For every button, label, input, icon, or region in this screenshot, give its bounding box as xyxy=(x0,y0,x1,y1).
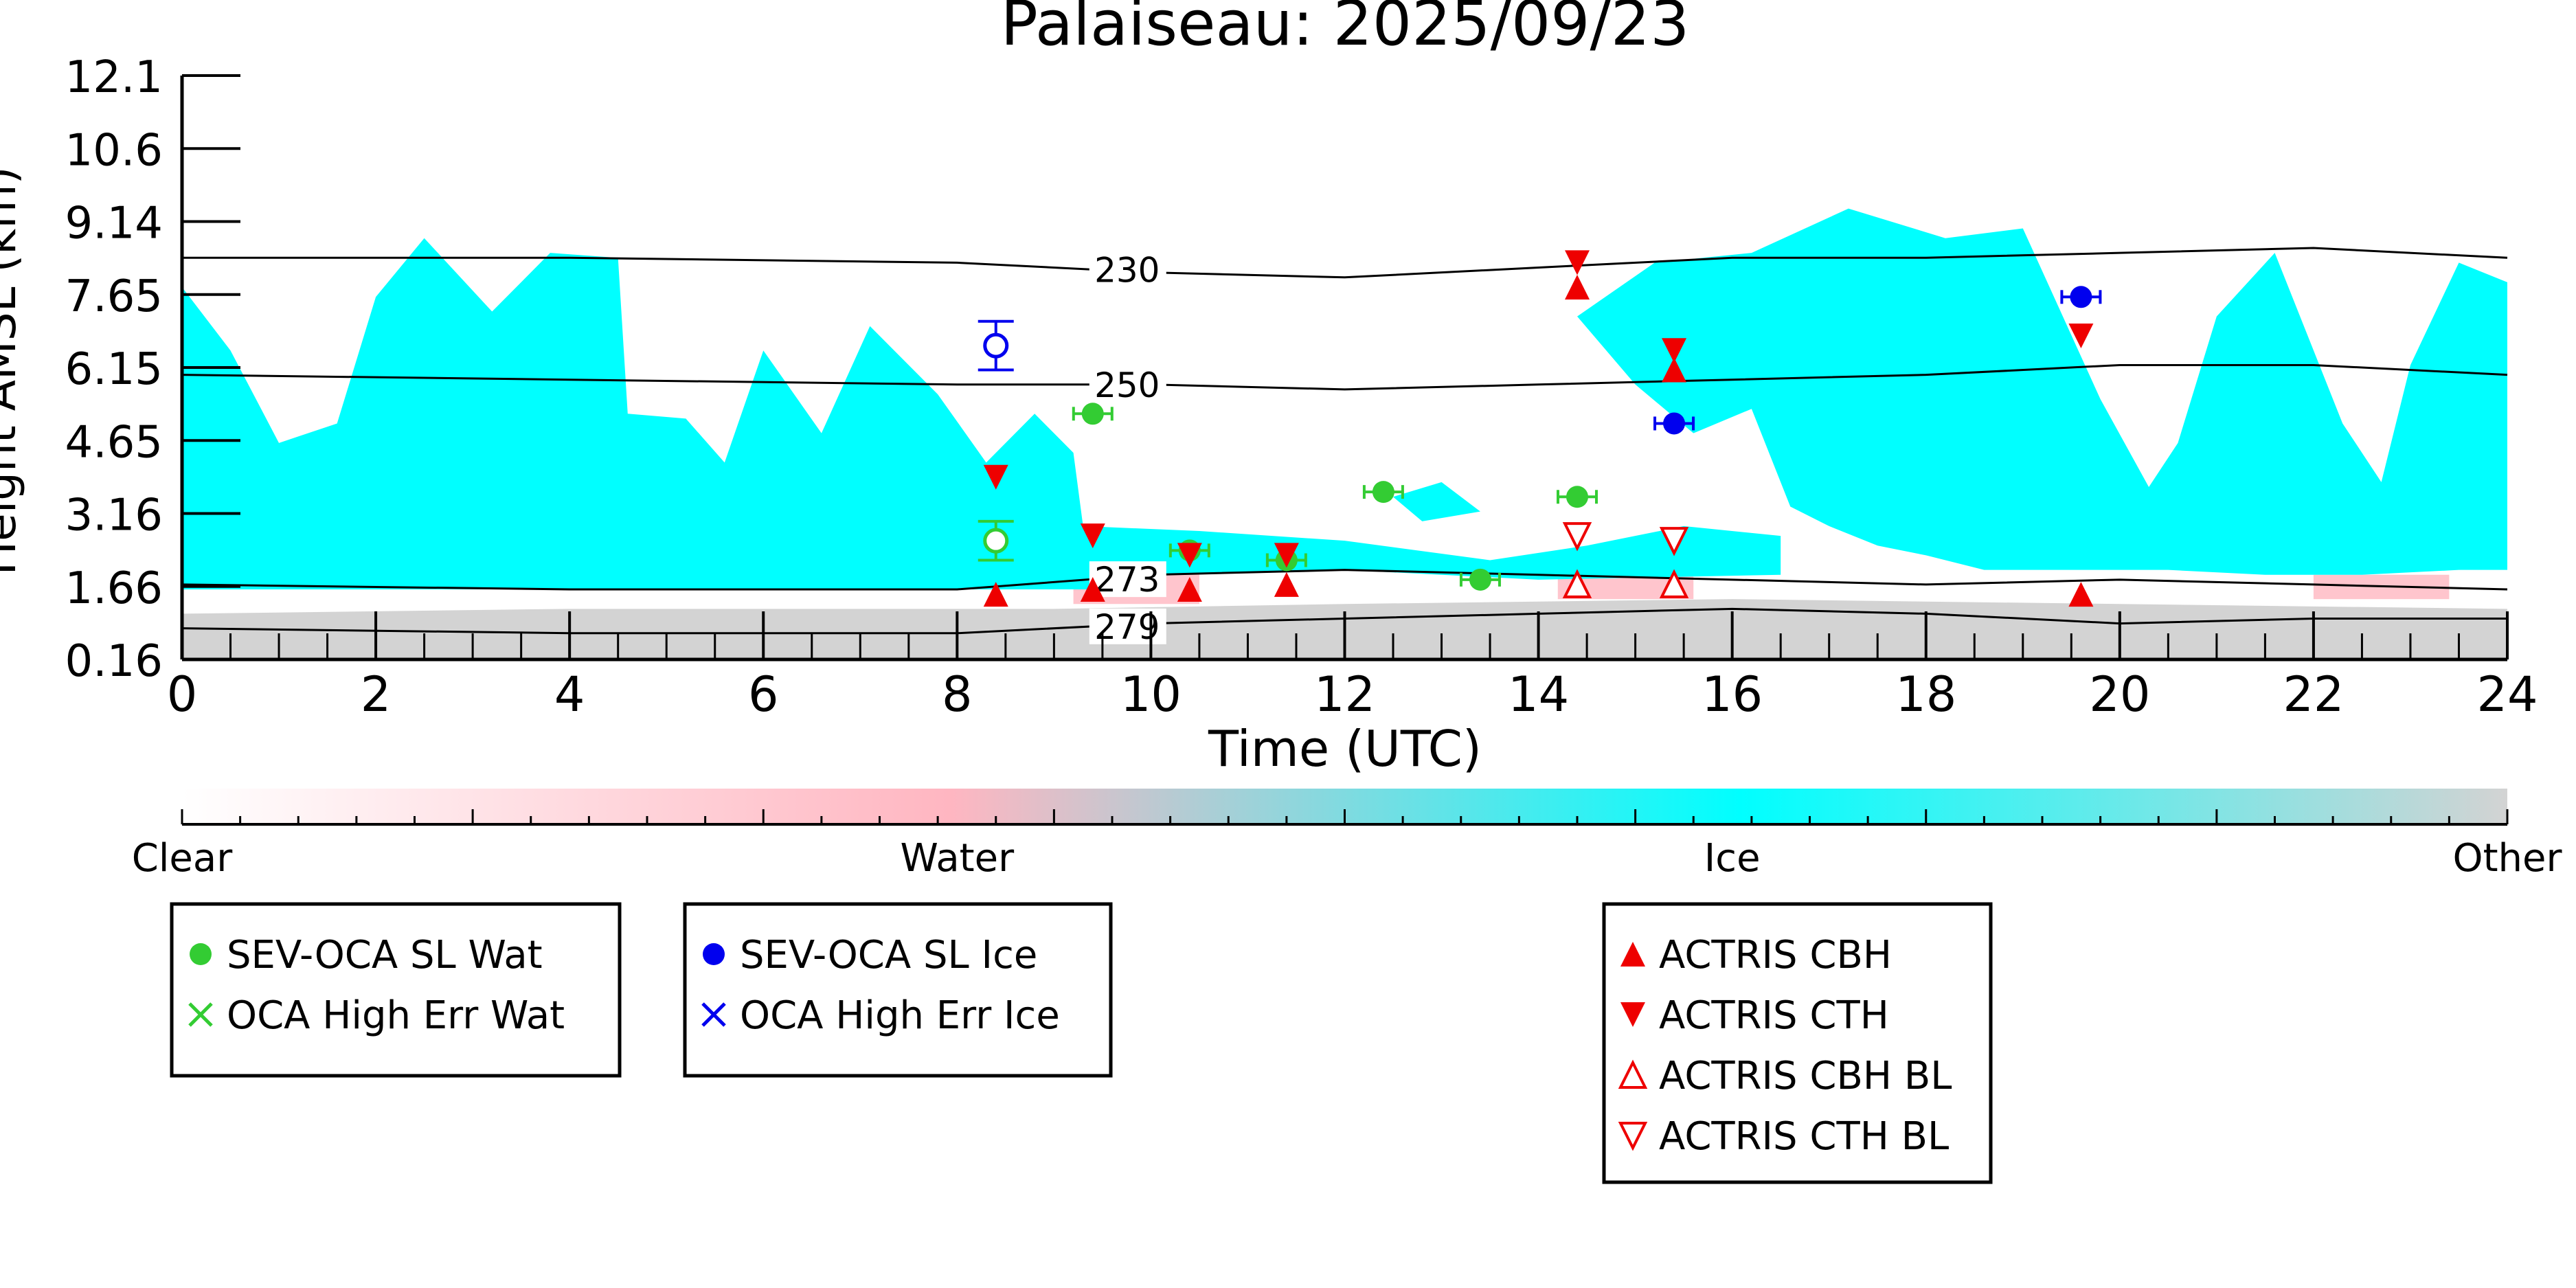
legend-entry-label: OCA High Err Ice xyxy=(740,993,1060,1038)
legend-entry-label: OCA High Err Wat xyxy=(227,993,565,1038)
x-tick-label: 20 xyxy=(2089,666,2150,723)
isotherm-label: 230 xyxy=(1094,250,1160,290)
y-tick-label: 0.16 xyxy=(65,636,163,687)
x-tick-label: 4 xyxy=(554,666,585,723)
actris-cth-point xyxy=(1080,523,1105,549)
x-tick-label: 8 xyxy=(942,666,973,723)
actris-cbh-point xyxy=(1274,572,1299,597)
classification-background xyxy=(182,208,2507,659)
legend-entry-label: ACTRIS CBH xyxy=(1659,933,1892,978)
ice-region xyxy=(1054,526,1781,585)
legend-marker xyxy=(1620,942,1645,967)
colorbar-label: Ice xyxy=(1704,836,1761,881)
isotherm-label-bg xyxy=(1089,251,1166,288)
x-tick-label: 6 xyxy=(748,666,779,723)
legend-box xyxy=(170,902,622,1078)
colorbar-label: Clear xyxy=(132,836,233,881)
legend-box xyxy=(1602,902,1993,1184)
x-tick-label: 2 xyxy=(361,666,392,723)
data-markers xyxy=(978,250,2102,607)
isotherm-label-bg xyxy=(1089,561,1166,598)
legend-marker xyxy=(188,1002,213,1027)
isotherm-line xyxy=(181,569,2508,591)
actris-cth-point xyxy=(1565,250,1590,275)
actris-cbh-bl-point xyxy=(1659,569,1689,598)
actris-cth-point xyxy=(2068,323,2094,348)
actris-cbh-point xyxy=(2068,582,2094,607)
isotherm-label: 279 xyxy=(1094,607,1160,647)
actris-cbh-point xyxy=(1565,275,1590,300)
ice-region xyxy=(1577,208,2507,575)
x-tick-label: 0 xyxy=(167,666,198,723)
sev-oca-sl-wat-point xyxy=(1081,403,1104,425)
actris-cth-point xyxy=(1274,543,1299,568)
y-tick-label: 4.65 xyxy=(65,417,163,468)
actris-cbh-point xyxy=(1080,577,1105,602)
x-tick-label: 12 xyxy=(1314,666,1375,723)
sev-oca-sl-wat-point xyxy=(1372,481,1394,504)
actris-cbh-point xyxy=(983,582,1008,607)
isotherm-line xyxy=(182,247,2508,279)
x-tick-label: 24 xyxy=(2476,666,2538,723)
isotherm-label-bg xyxy=(1089,366,1166,403)
legend-entry-label: SEV-OCA SL Ice xyxy=(740,933,1037,978)
sev-oca-sl-wat-point xyxy=(1566,486,1588,508)
sev-oca-sl-wat-point xyxy=(1469,568,1491,591)
high-err-open-circle xyxy=(983,332,1009,359)
isotherm-label: 250 xyxy=(1094,365,1160,405)
legend-marker xyxy=(701,1002,726,1027)
y-tick-label: 12.1 xyxy=(65,52,163,103)
x-tick-label: 22 xyxy=(2283,666,2344,723)
legend-marker xyxy=(1618,1122,1648,1151)
x-axis-label: Time (UTC) xyxy=(1208,720,1482,778)
actris-cbh-point xyxy=(1177,577,1202,602)
x-tick-label: 18 xyxy=(1895,666,1956,723)
x-tick-label: 16 xyxy=(1702,666,1763,723)
x-tick-label: 14 xyxy=(1508,666,1569,723)
actris-cth-bl-point xyxy=(1562,522,1592,552)
colorbar-label: Water xyxy=(901,836,1015,881)
y-tick-label: 10.6 xyxy=(65,125,163,176)
sev-oca-sl-ice-point xyxy=(2070,286,2092,308)
high-err-open-circle xyxy=(983,528,1009,554)
sev-oca-sl-ice-point xyxy=(1663,412,1686,435)
legend-entry-label: SEV-OCA SL Wat xyxy=(227,933,543,978)
y-tick-label: 7.65 xyxy=(65,271,163,322)
legends: SEV-OCA SL Wat OCA High Err Wat SEV-OCA SL… xyxy=(170,902,1993,1184)
y-axis-label: Height AMSL (km) xyxy=(0,167,26,576)
actris-cbh-point xyxy=(1662,357,1687,383)
actris-cbh-bl-point xyxy=(1562,569,1592,598)
actris-cth-bl-point xyxy=(1659,527,1689,556)
legend-entry-label: ACTRIS CBH BL xyxy=(1659,1054,1952,1098)
legend-entry-label: ACTRIS CTH BL xyxy=(1659,1114,1949,1159)
actris-cth-point xyxy=(983,464,1008,490)
colorbar-label: Other xyxy=(2452,836,2562,881)
legend-marker xyxy=(190,943,212,965)
y-tick-label: 6.15 xyxy=(65,344,163,395)
actris-cth-point xyxy=(1662,338,1687,363)
legend-entry-label: ACTRIS CTH xyxy=(1659,993,1889,1038)
isotherm-label: 273 xyxy=(1094,560,1160,600)
ice-region xyxy=(182,238,1093,589)
chart-title: Palaiseau: 2025/09/23 xyxy=(1001,0,1690,60)
ice-region xyxy=(1393,482,1480,521)
y-tick-label: 3.16 xyxy=(65,490,163,541)
legend-marker xyxy=(1620,1002,1645,1027)
isotherm-line xyxy=(181,363,2508,391)
colorbar: Clear Water Ice Other xyxy=(132,789,2562,881)
legend-marker xyxy=(703,943,725,965)
legend-marker xyxy=(1618,1059,1648,1089)
y-tick-label: 1.66 xyxy=(65,563,163,614)
y-tick-label: 9.14 xyxy=(65,199,163,249)
x-tick-label: 10 xyxy=(1120,666,1182,723)
legend-box xyxy=(683,902,1113,1078)
actris-cth-point xyxy=(1177,543,1202,568)
